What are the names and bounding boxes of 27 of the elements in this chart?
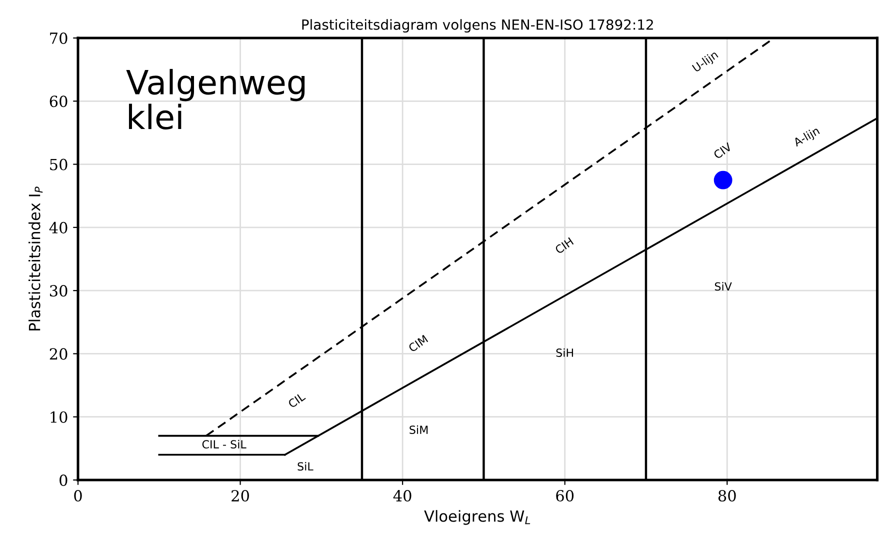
annotation: SiL	[298, 462, 314, 471]
annotation: CIL	[288, 392, 306, 408]
annotation: SiV	[714, 282, 732, 291]
x-tick-label: 0	[74, 490, 82, 502]
y-tick-label: 30	[50, 285, 68, 297]
y-tick-label: 10	[50, 411, 68, 423]
text: A-lijn	[792, 126, 821, 149]
y-tick-label: 20	[50, 348, 68, 360]
y-tick-label: 70	[50, 32, 68, 44]
annotation: CIM	[408, 334, 428, 352]
x-tick-label: 60	[556, 490, 574, 502]
y-tick-label: 60	[50, 96, 68, 108]
annotation: CIH	[554, 237, 574, 254]
y-tick-label: 0	[60, 474, 68, 486]
annotation: Valgenweg klei	[126, 68, 305, 130]
x-axis-title: Vloeigrens W$_{L}$	[424, 510, 530, 525]
y-axis-title: Plasticiteitsindex I$_{P}$	[28, 186, 43, 330]
y-tick-label: 50	[50, 158, 68, 170]
annotation: SiH	[556, 348, 574, 357]
x-tick-label: 80	[718, 490, 736, 502]
annotation: SiM	[410, 425, 428, 434]
y-tick-label: 40	[49, 222, 68, 234]
annotation: CIL - SiL	[202, 440, 246, 448]
chart-title: Plasticiteitsdiagram volgens NEN-EN-ISO 17892:12	[302, 19, 653, 33]
annotation: CIV	[712, 142, 732, 160]
x-tick-label: 40	[393, 490, 412, 502]
x-tick-label: 20	[232, 490, 249, 502]
